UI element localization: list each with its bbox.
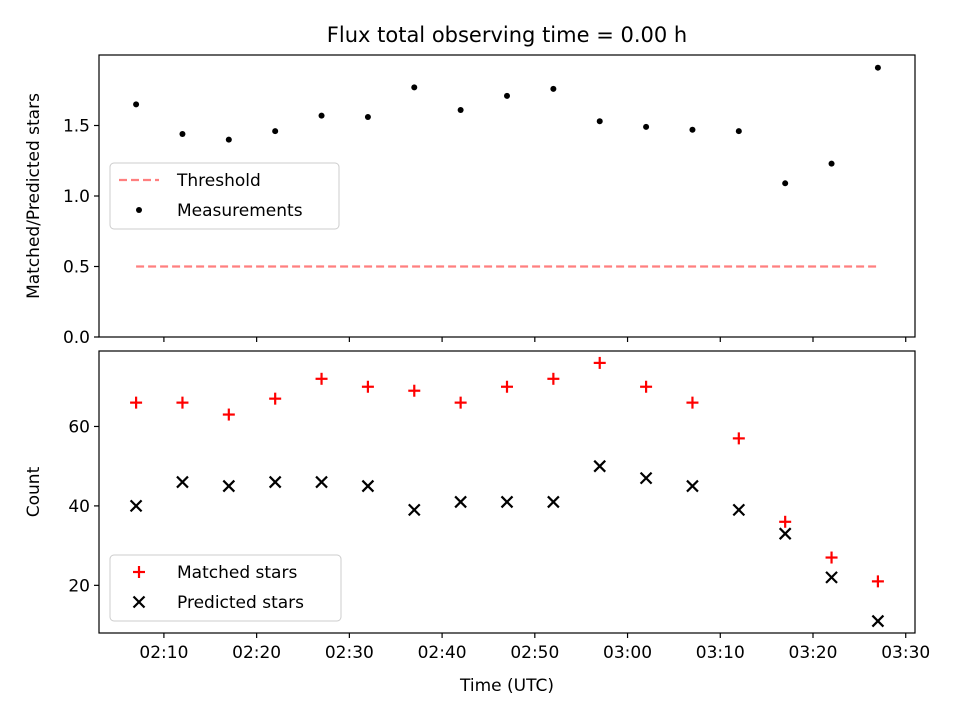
matched-star-point xyxy=(269,392,282,405)
predicted-star-point xyxy=(825,571,838,584)
x-tick-label: 02:40 xyxy=(418,643,467,663)
x-axis-label: Time (UTC) xyxy=(459,676,554,696)
matched-star-point xyxy=(501,380,513,393)
predicted-star-point xyxy=(500,495,514,509)
plot-frame-1 xyxy=(98,350,916,634)
matched-star-point xyxy=(361,380,374,393)
legend-label: Matched stars xyxy=(177,563,297,583)
legend-marker xyxy=(136,207,142,213)
legend-marker xyxy=(133,566,145,578)
matched-star-point xyxy=(871,575,884,588)
legend-label: Measurements xyxy=(177,201,303,221)
predicted-star-point xyxy=(686,479,699,493)
predicted-star-point xyxy=(778,527,792,540)
matched-star-point xyxy=(593,356,606,369)
predicted-star-point xyxy=(268,475,282,489)
x-tick-label: 03:20 xyxy=(789,643,838,663)
matched-star-point xyxy=(222,408,235,421)
matched-star-point xyxy=(732,432,745,445)
legend-marker xyxy=(132,595,146,609)
measurement-point xyxy=(504,92,510,99)
measurement-point xyxy=(735,128,742,135)
matched-star-point xyxy=(315,372,328,385)
y-tick-label: 0.0 xyxy=(63,328,90,348)
matched-star-point xyxy=(454,396,467,409)
predicted-star-point xyxy=(407,503,421,517)
predicted-star-point xyxy=(315,475,328,489)
x-tick-label: 02:30 xyxy=(325,643,374,663)
y-axis-label: Count xyxy=(24,466,44,517)
legend-box xyxy=(109,162,340,230)
matched-star-point xyxy=(825,551,838,564)
measurement-point xyxy=(689,126,696,133)
legend-box xyxy=(109,554,342,622)
x-tick-label: 02:50 xyxy=(510,643,559,663)
legend-entry: Matched stars xyxy=(133,563,297,583)
chart-title: Flux total observing time = 0.00 h xyxy=(327,23,687,47)
legend-entry: Predicted stars xyxy=(132,593,304,613)
y-tick-label: 40 xyxy=(68,497,90,517)
matched-star-point xyxy=(640,380,653,393)
matched-star-point xyxy=(176,396,189,409)
legend-entry: Threshold xyxy=(119,171,261,191)
measurement-point xyxy=(411,84,418,91)
measurement-point xyxy=(364,114,371,121)
measurement-point xyxy=(550,85,557,92)
measurement-point xyxy=(874,64,881,71)
predicted-star-point xyxy=(639,471,653,485)
legend-label: Predicted stars xyxy=(177,593,304,613)
y-tick-label: 20 xyxy=(68,576,90,596)
measurement-point xyxy=(272,128,279,135)
measurement-point xyxy=(318,112,325,119)
legend-label: Threshold xyxy=(176,171,261,191)
predicted-star-point xyxy=(732,503,746,517)
x-tick-label: 03:30 xyxy=(881,643,930,663)
predicted-star-point xyxy=(454,495,467,509)
measurement-point xyxy=(133,101,140,108)
y-tick-label: 0.5 xyxy=(63,258,90,278)
predicted-star-point xyxy=(129,499,143,513)
x-tick-label: 03:00 xyxy=(603,643,652,663)
measurement-point xyxy=(828,160,835,167)
y-tick-label: 1.0 xyxy=(63,187,90,207)
matched-star-point xyxy=(779,515,792,528)
matched-star-point xyxy=(130,396,143,409)
y-axis-label: Matched/Predicted stars xyxy=(24,93,44,299)
measurement-point xyxy=(457,106,464,113)
y-tick-label: 60 xyxy=(68,417,90,437)
predicted-star-point xyxy=(176,475,189,489)
measurement-point xyxy=(782,180,789,187)
predicted-star-point xyxy=(222,479,236,493)
legend-entry: Measurements xyxy=(136,201,303,221)
y-tick-label: 1.5 xyxy=(63,117,90,137)
measurement-point xyxy=(179,130,186,137)
measurement-point xyxy=(596,118,603,125)
predicted-star-point xyxy=(593,459,607,473)
x-tick-label: 02:20 xyxy=(232,643,281,663)
matched-star-point xyxy=(547,372,560,385)
predicted-star-point xyxy=(871,614,885,628)
predicted-star-point xyxy=(547,495,560,509)
matched-star-point xyxy=(408,384,421,397)
predicted-star-point xyxy=(361,479,375,493)
measurement-point xyxy=(643,123,650,130)
measurement-point xyxy=(225,136,232,143)
x-tick-label: 02:10 xyxy=(139,643,188,663)
x-tick-label: 03:10 xyxy=(696,643,745,663)
matched-star-point xyxy=(686,396,699,409)
